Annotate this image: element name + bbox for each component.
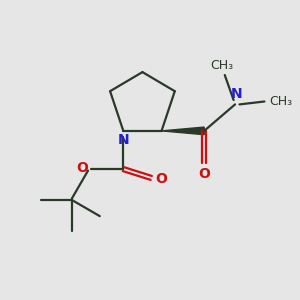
Text: N: N	[231, 88, 242, 101]
Text: O: O	[155, 172, 167, 186]
Polygon shape	[161, 127, 204, 135]
Text: CH₃: CH₃	[269, 95, 292, 108]
Text: O: O	[198, 167, 210, 181]
Text: O: O	[76, 160, 88, 175]
Text: N: N	[118, 133, 129, 147]
Text: CH₃: CH₃	[210, 59, 233, 72]
